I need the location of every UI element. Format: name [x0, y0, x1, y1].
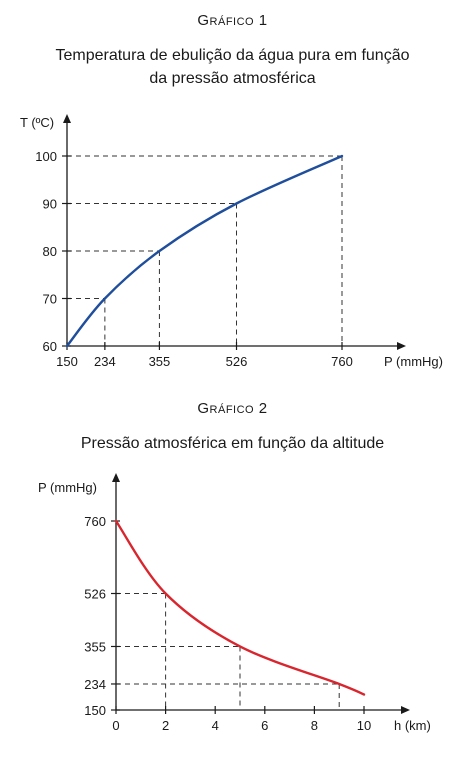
chart2-x-tick-label-5: 10 — [357, 718, 371, 733]
chart1-series-line — [65, 154, 344, 348]
chart1-plot: 150 234 355 526 760 60 70 80 90 100 P (mmHg) T (ºC) — [20, 114, 443, 369]
chart2-x-tick-label-4: 8 — [311, 718, 318, 733]
chart2-plot: 0 2 4 6 8 10 150 234 355 526 760 h (km) P (mmHg) — [38, 473, 431, 733]
chart1-x-tick-label-0: 150 — [56, 354, 78, 369]
chart1-y-axis-arrow — [63, 114, 71, 123]
chart2-y-tick-label-4: 760 — [84, 514, 106, 529]
chart1-y-tick-label-1: 70 — [43, 292, 57, 307]
chart1-y-tick-label-2: 80 — [43, 244, 57, 259]
chart2-y-tick-label-1: 234 — [84, 677, 106, 692]
chart1-x-tick-label-4: 760 — [331, 354, 353, 369]
chart2-x-axis-label: h (km) — [394, 718, 431, 733]
chart1-x-tick-label-2: 355 — [149, 354, 171, 369]
chart2-x-axis-arrow — [401, 706, 410, 714]
chart2-y-tick-label-0: 150 — [84, 703, 106, 718]
chart1-x-axis-arrow — [397, 342, 406, 350]
chart2-title: Pressão atmosférica em função da altitud… — [0, 432, 465, 455]
chart1-y-tick-label-0: 60 — [43, 339, 57, 354]
chart2-x-tick-label-2: 4 — [212, 718, 219, 733]
chart1-y-axis-label: T (ºC) — [20, 115, 54, 130]
chart1-title: Temperatura de ebulição da água pura em … — [0, 44, 465, 90]
chart1-y-tick-label-4: 100 — [35, 149, 57, 164]
chart2-heading: Gráfico 2 — [197, 400, 268, 417]
chart1-x-tick-label-1: 234 — [94, 354, 116, 369]
chart1-x-axis-label: P (mmHg) — [384, 354, 443, 369]
chart2-y-axis-label: P (mmHg) — [38, 480, 97, 495]
chart2-title-line-1: Pressão atmosférica em função da altitud… — [80, 435, 385, 452]
chart2-y-axis-arrow — [112, 473, 120, 482]
chart1-y-tick-label-3: 90 — [43, 197, 57, 212]
chart2-x-tick-label-0: 0 — [112, 718, 119, 733]
chart2-y-tick-label-2: 355 — [84, 639, 106, 654]
chart2-y-tick-label-3: 526 — [84, 587, 106, 602]
chart1-title-line-1: Temperatura de ebulição da água pura em … — [55, 47, 410, 64]
chart1-x-tick-label-3: 526 — [226, 354, 248, 369]
chart1-title-line-2: da pressão atmosférica — [149, 70, 316, 87]
chart2-x-tick-label-3: 6 — [261, 718, 268, 733]
chart2-series-line — [114, 519, 366, 696]
chart1-heading: Gráfico 1 — [197, 12, 268, 29]
chart2-x-tick-label-1: 2 — [162, 718, 169, 733]
